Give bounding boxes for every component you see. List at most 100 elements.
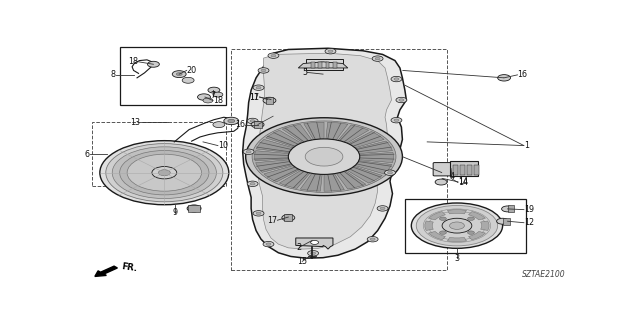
Bar — [502, 218, 509, 225]
Text: 6: 6 — [85, 150, 90, 159]
Polygon shape — [348, 132, 384, 148]
Circle shape — [100, 141, 229, 205]
Circle shape — [271, 54, 276, 57]
Circle shape — [253, 85, 264, 90]
Polygon shape — [256, 53, 392, 249]
Polygon shape — [428, 231, 445, 240]
Circle shape — [268, 53, 279, 58]
Bar — [333, 61, 337, 68]
Circle shape — [228, 119, 235, 123]
Circle shape — [263, 97, 276, 104]
FancyBboxPatch shape — [306, 59, 343, 70]
Circle shape — [502, 206, 513, 212]
Circle shape — [396, 97, 407, 103]
Circle shape — [416, 205, 498, 246]
Circle shape — [152, 166, 177, 179]
Polygon shape — [468, 231, 486, 240]
Text: 13: 13 — [131, 118, 141, 127]
Bar — [284, 214, 292, 221]
Circle shape — [391, 76, 402, 82]
Polygon shape — [481, 221, 489, 230]
Circle shape — [377, 206, 388, 211]
Polygon shape — [296, 238, 333, 249]
Circle shape — [399, 99, 404, 101]
Bar — [453, 165, 458, 175]
Bar — [405, 198, 526, 253]
Circle shape — [435, 179, 447, 185]
Polygon shape — [266, 130, 301, 147]
Circle shape — [187, 205, 201, 212]
Circle shape — [243, 149, 254, 155]
Circle shape — [203, 98, 213, 103]
Polygon shape — [447, 210, 467, 214]
Circle shape — [208, 87, 220, 93]
Polygon shape — [280, 170, 310, 188]
Text: 10: 10 — [218, 141, 228, 150]
Circle shape — [288, 139, 360, 174]
Circle shape — [247, 181, 258, 187]
Text: 14: 14 — [458, 177, 468, 186]
Bar — [474, 165, 479, 175]
Circle shape — [467, 231, 474, 234]
Circle shape — [328, 50, 333, 52]
Polygon shape — [326, 122, 348, 140]
Polygon shape — [255, 151, 289, 161]
Text: 3: 3 — [454, 254, 460, 263]
Circle shape — [467, 217, 474, 220]
Circle shape — [394, 119, 399, 121]
Bar — [120, 47, 227, 105]
Polygon shape — [324, 174, 344, 191]
Text: 5: 5 — [302, 68, 307, 77]
Text: 14: 14 — [458, 178, 468, 187]
Text: 1: 1 — [524, 141, 529, 150]
Circle shape — [182, 77, 194, 83]
Polygon shape — [355, 161, 392, 174]
Bar — [460, 165, 465, 175]
FancyBboxPatch shape — [449, 161, 478, 176]
Polygon shape — [255, 160, 292, 172]
Polygon shape — [425, 221, 433, 230]
Circle shape — [305, 147, 343, 166]
Polygon shape — [243, 48, 406, 258]
Circle shape — [158, 170, 170, 176]
Text: 7: 7 — [211, 91, 216, 100]
Polygon shape — [336, 171, 366, 189]
Circle shape — [367, 236, 378, 242]
Bar — [92, 122, 227, 186]
Polygon shape — [356, 141, 392, 154]
Text: 16: 16 — [235, 120, 244, 129]
Circle shape — [263, 241, 274, 247]
Circle shape — [310, 240, 319, 244]
Circle shape — [440, 231, 447, 234]
Circle shape — [250, 120, 255, 122]
Circle shape — [325, 49, 336, 54]
Text: 18: 18 — [213, 96, 223, 105]
Circle shape — [127, 154, 202, 191]
Circle shape — [120, 150, 209, 195]
Circle shape — [172, 71, 186, 77]
Circle shape — [213, 92, 223, 97]
Circle shape — [250, 182, 255, 185]
Text: 15: 15 — [297, 257, 307, 266]
Text: 2: 2 — [297, 243, 302, 252]
FancyArrow shape — [95, 266, 117, 276]
Circle shape — [266, 243, 271, 245]
Circle shape — [198, 94, 211, 100]
Text: 8: 8 — [111, 70, 116, 79]
Text: 16: 16 — [518, 70, 527, 79]
Polygon shape — [300, 173, 322, 191]
Circle shape — [449, 222, 465, 229]
Circle shape — [498, 75, 511, 81]
Text: 9: 9 — [173, 208, 178, 217]
Bar — [231, 50, 447, 270]
Circle shape — [251, 121, 264, 128]
Circle shape — [106, 144, 223, 202]
Circle shape — [252, 121, 396, 192]
Polygon shape — [257, 140, 293, 153]
Circle shape — [247, 118, 258, 124]
Circle shape — [246, 150, 251, 153]
Text: 17: 17 — [268, 216, 277, 225]
Circle shape — [391, 117, 402, 123]
Circle shape — [253, 211, 264, 216]
FancyBboxPatch shape — [433, 163, 451, 176]
